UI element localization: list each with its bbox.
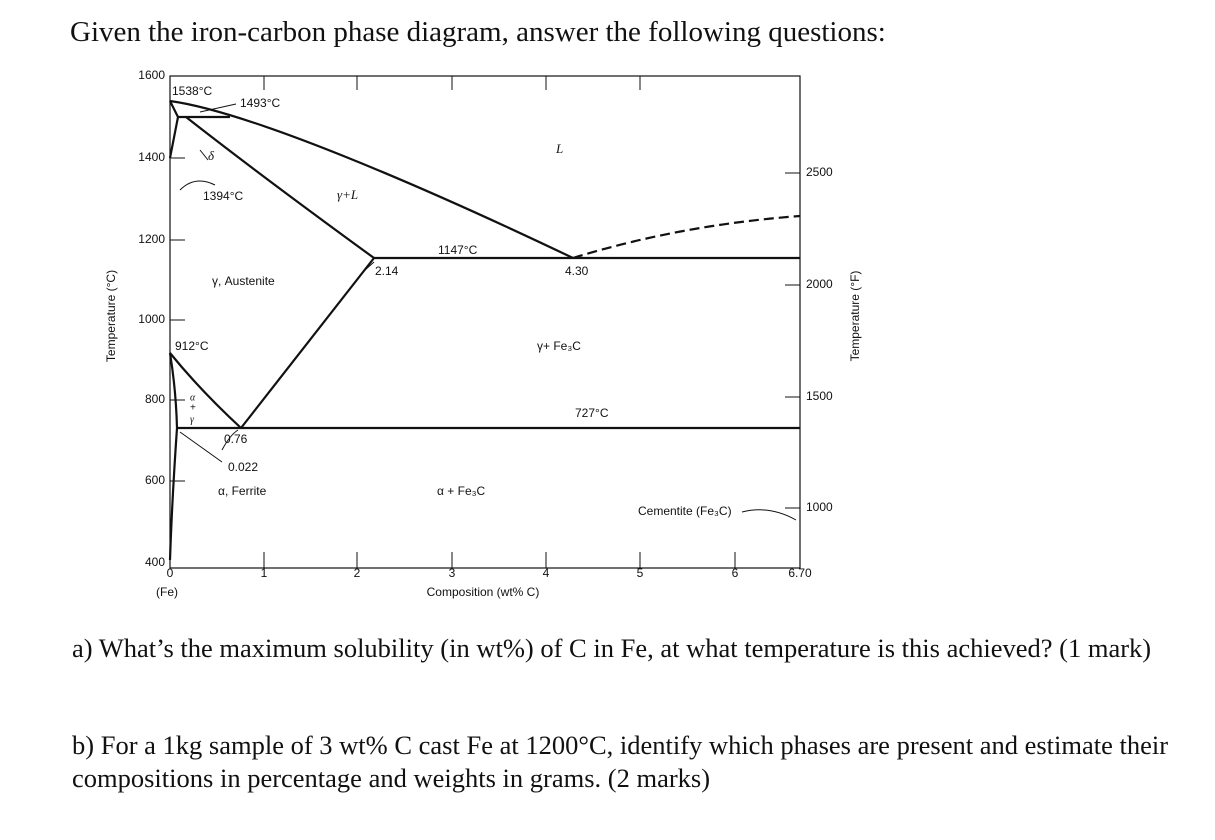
diagram-label: γ (190, 414, 195, 425)
y-tick-label: 600 (145, 473, 165, 487)
labels: 1600140012001000800600400250020001500100… (104, 68, 862, 599)
diagram-label: 1538°C (172, 84, 212, 98)
y-tick-label: 1600 (138, 68, 165, 82)
y-tick-label: 1400 (138, 150, 165, 164)
diagram-label: L (555, 141, 563, 156)
frame (169, 75, 801, 569)
y2-tick-label: 2000 (806, 277, 833, 291)
x-axis-label: Composition (wt% C) (427, 585, 540, 599)
title: Given the iron-carbon phase diagram, ans… (70, 16, 886, 48)
delta-boundary (168, 100, 180, 159)
x-tick-label: 4 (543, 566, 550, 580)
ticks (170, 76, 800, 568)
diagram-label: 0.022 (228, 460, 258, 474)
leader (221, 429, 239, 451)
diagram-label: Cementite (Fe₃C) (638, 504, 732, 518)
diagram-label: 0.76 (224, 432, 248, 446)
liquidus (169, 99, 574, 259)
leader (364, 261, 375, 271)
leader (199, 103, 237, 113)
y-tick-label: 1200 (138, 232, 165, 246)
gamma-solvus (240, 257, 375, 429)
x-tick-label: 5 (637, 566, 644, 580)
y2-axis-label: Temperature (°F) (848, 271, 862, 362)
dashed-liquidus (572, 214, 801, 260)
diagram-label: 912°C (175, 339, 209, 353)
diagram-label: α, Ferrite (218, 484, 267, 498)
diagram-label: 1394°C (203, 189, 243, 203)
diagram-label: 1493°C (240, 96, 280, 110)
diagram-label: δ (208, 148, 215, 163)
solidus (185, 116, 375, 259)
leader (199, 149, 209, 161)
diagram-label: α + Fe₃C (437, 484, 486, 498)
y-tick-label: 1000 (138, 312, 165, 326)
leader (741, 509, 797, 521)
question: a) What’s the maximum solubility (in wt%… (72, 633, 1152, 663)
y2-tick-label: 1500 (806, 389, 833, 403)
x-tick-label: 2 (354, 566, 361, 580)
y2-tick-label: 2500 (806, 165, 833, 179)
diagram-label: + (190, 403, 196, 414)
x-tick-label: 6.70 (788, 566, 812, 580)
leader (179, 180, 216, 191)
leaders (179, 103, 797, 521)
x-origin-note: (Fe) (156, 585, 178, 599)
question: b) For a 1kg sample of 3 wt% C cast Fe a… (72, 730, 1169, 793)
diagram-label: 1147°C (438, 243, 478, 257)
diagram-label: 4.30 (565, 264, 589, 278)
y2-tick-label: 1000 (806, 500, 833, 514)
phase-lines (168, 99, 801, 561)
diagram-label: 2.14 (375, 264, 399, 278)
a3-line (169, 352, 242, 429)
diagram-label: γ+ Fe₃C (537, 339, 581, 353)
diagram-label: γ+L (337, 187, 358, 202)
x-tick-label: 3 (449, 566, 456, 580)
x-tick-label: 0 (167, 566, 174, 580)
diagram-label: α (190, 392, 196, 403)
alpha-solvus (168, 352, 179, 561)
y-tick-label: 400 (145, 555, 165, 569)
x-tick-label: 1 (261, 566, 268, 580)
leader (179, 431, 223, 463)
diagram-label: γ, Austenite (212, 274, 275, 288)
x-tick-label: 6 (732, 566, 739, 580)
y-axis-label: Temperature (°C) (104, 270, 118, 362)
diagram-label: 727°C (575, 406, 609, 420)
y-tick-label: 800 (145, 392, 165, 406)
phase-diagram: 1600140012001000800600400250020001500100… (104, 68, 862, 599)
